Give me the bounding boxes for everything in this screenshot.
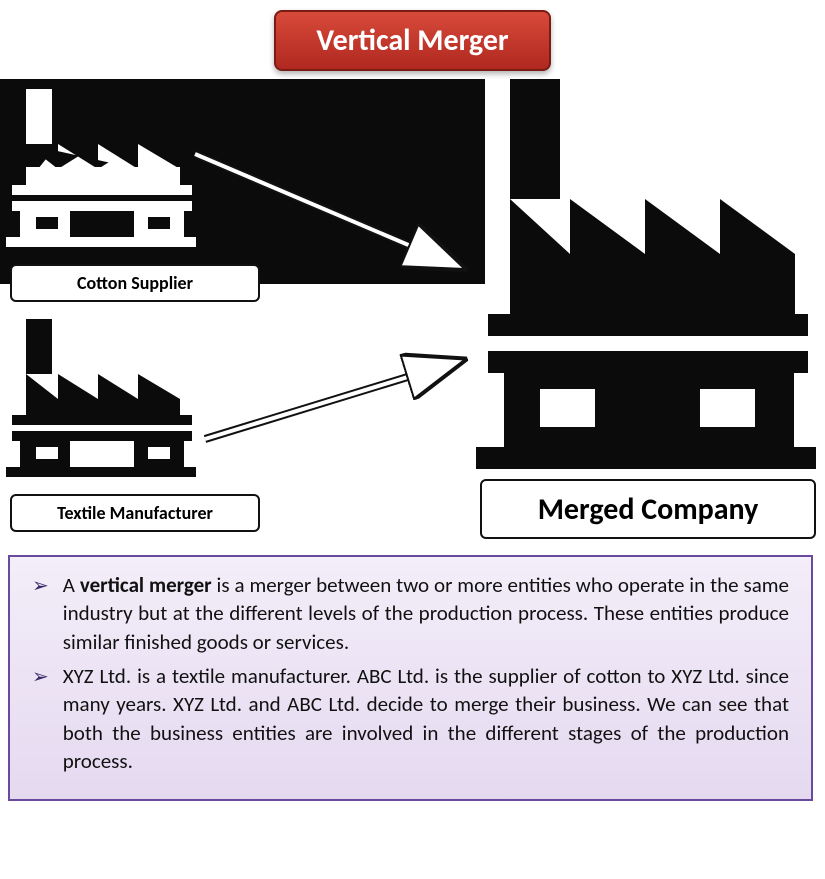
header: Vertical Merger [0, 0, 825, 71]
bullet-icon: ➢ [32, 662, 49, 775]
bullet-icon: ➢ [32, 571, 49, 656]
description-text: XYZ Ltd. is a textile manufacturer. ABC … [63, 662, 789, 775]
infographic-container: Vertical Merger [0, 0, 825, 801]
diagram-area: Cotton Supplier Textile Manufacturer Mer… [0, 79, 825, 549]
arrow-icon [0, 79, 825, 549]
description-item: ➢ A vertical merger is a merger between … [32, 571, 789, 656]
description-text: A vertical merger is a merger between tw… [63, 571, 789, 656]
description-item: ➢ XYZ Ltd. is a textile manufacturer. AB… [32, 662, 789, 775]
description-box: ➢ A vertical merger is a merger between … [8, 555, 813, 801]
title-box: Vertical Merger [274, 10, 550, 71]
